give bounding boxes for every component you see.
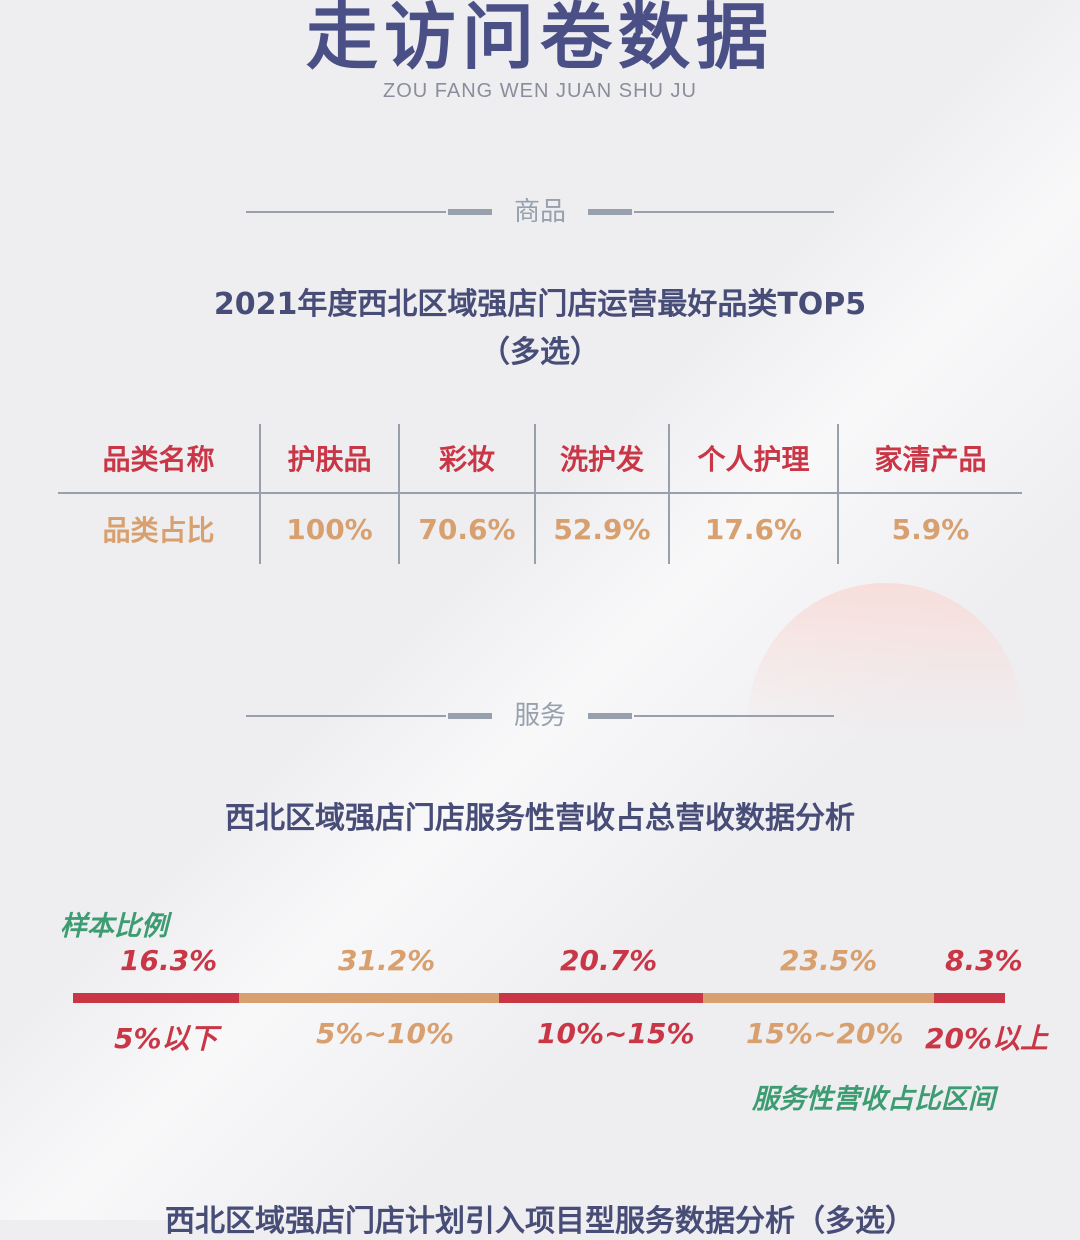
table-cell: 5.9% bbox=[837, 493, 1022, 564]
segment-pct: 31.2% bbox=[338, 944, 436, 977]
section-divider-service: 服务 bbox=[246, 698, 834, 734]
segment-range: 5%~10% bbox=[316, 1017, 455, 1050]
segment-bar bbox=[703, 993, 934, 1003]
section-label-goods: 商品 bbox=[513, 197, 566, 227]
table-header-cell: 家清产品 bbox=[837, 424, 1022, 494]
page-subtitle: ZOU FANG WEN JUAN SHU JU bbox=[382, 80, 697, 102]
table-cell: 100% bbox=[259, 493, 399, 564]
segment-pct: 16.3% bbox=[120, 944, 218, 977]
segment-range: 5%以下 bbox=[114, 1022, 218, 1055]
segment-pct: 8.3% bbox=[945, 944, 1023, 977]
segment-range: 10%~15% bbox=[537, 1017, 695, 1050]
sample-ratio-label: 样本比例 bbox=[60, 911, 168, 942]
table-header-cell: 个人护理 bbox=[668, 424, 838, 494]
segment-bar bbox=[73, 993, 239, 1003]
table-cell: 70.6% bbox=[398, 493, 535, 564]
section-label-service: 服务 bbox=[513, 701, 566, 731]
section-divider-goods: 商品 bbox=[246, 194, 834, 230]
table-header-row: 品类名称 护肤品 彩妆 洗护发 个人护理 家清产品 bbox=[58, 424, 1022, 494]
goods-title-note: （多选） bbox=[480, 335, 600, 370]
table-header-cell: 护肤品 bbox=[259, 424, 399, 494]
table-cell: 52.9% bbox=[534, 493, 669, 564]
goods-title: 2021年度西北区域强店门店运营最好品类TOP5 bbox=[213, 287, 867, 322]
segment-range: 20%以上 bbox=[925, 1022, 1049, 1055]
page-title: 走访问卷数据 bbox=[305, 0, 774, 79]
segment-pct: 23.5% bbox=[780, 944, 878, 977]
decorative-circle bbox=[748, 583, 1023, 858]
table-cell: 17.6% bbox=[668, 493, 838, 564]
table-row: 品类占比 100% 70.6% 52.9% 17.6% 5.9% bbox=[58, 493, 1022, 564]
segment-bar bbox=[934, 993, 1005, 1003]
segment-pct: 20.7% bbox=[560, 944, 658, 977]
range-axis-label: 服务性营收占比区间 bbox=[752, 1084, 995, 1115]
segment-range: 15%~20% bbox=[746, 1017, 904, 1050]
table-header-cell: 品类名称 bbox=[58, 424, 260, 494]
category-table: 品类名称 护肤品 彩妆 洗护发 个人护理 家清产品 品类占比 100% 70.6… bbox=[58, 424, 1022, 564]
table-header-cell: 彩妆 bbox=[398, 424, 535, 494]
service-title: 西北区域强店门店服务性营收占总营收数据分析 bbox=[225, 801, 855, 836]
table-cell: 品类占比 bbox=[102, 514, 215, 547]
table-header-cell: 洗护发 bbox=[534, 424, 669, 494]
segment-bar bbox=[499, 993, 703, 1003]
segment-bar bbox=[239, 993, 499, 1003]
project-section-title: 西北区域强店门店计划引入项目型服务数据分析（多选） bbox=[165, 1204, 915, 1239]
